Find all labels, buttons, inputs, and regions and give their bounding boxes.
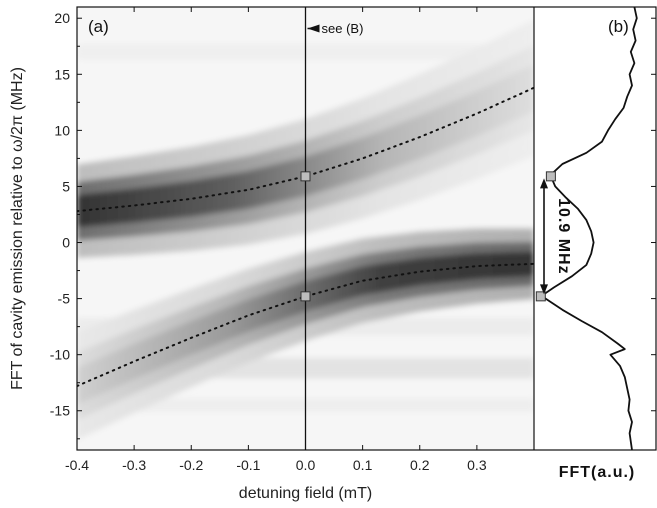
y-tick-label: 15 bbox=[54, 66, 70, 82]
splitting-arrow-head-down bbox=[540, 284, 548, 295]
y-tick-label: 20 bbox=[54, 10, 70, 26]
splitting-arrow-head-up bbox=[540, 178, 548, 189]
panel-a-label: (a) bbox=[88, 17, 109, 36]
x-tick-label: 0.3 bbox=[467, 457, 487, 473]
lower-band bbox=[77, 241, 534, 420]
marked-point bbox=[300, 171, 311, 182]
y-tick-label: 5 bbox=[62, 178, 70, 194]
x-axis-label: detuning field (mT) bbox=[239, 485, 372, 502]
x-tick-label: 0.2 bbox=[410, 457, 430, 473]
x-tick-label: -0.1 bbox=[236, 457, 260, 473]
x-tick-label: -0.2 bbox=[179, 457, 203, 473]
x-tick-label: 0.0 bbox=[296, 457, 316, 473]
x-tick-label: -0.4 bbox=[65, 457, 89, 473]
marked-point bbox=[300, 291, 311, 302]
panel-b-label: (b) bbox=[608, 17, 629, 36]
y-tick-label: 10 bbox=[54, 122, 70, 138]
y-tick-label: -15 bbox=[50, 403, 70, 419]
fft-peak-marker bbox=[535, 291, 546, 302]
fft-axis-label: FFT(a.u.) bbox=[559, 464, 636, 481]
splitting-label: 10.9 MHz bbox=[555, 198, 572, 274]
y-tick-label: 0 bbox=[62, 235, 70, 251]
fft-trace bbox=[539, 7, 638, 450]
x-tick-label: 0.1 bbox=[353, 457, 373, 473]
fit-curves bbox=[77, 7, 534, 450]
y-tick-label: -10 bbox=[50, 347, 70, 363]
fft-panel bbox=[535, 7, 638, 450]
see-b-annotation: see (B) bbox=[322, 21, 364, 36]
plot-frame bbox=[76, 6, 657, 451]
fft-panel-background bbox=[534, 7, 656, 450]
axes: -0.4 -0.3 -0.2 -0.1 0.0 0.1 0.2 0.3 -15 -10 -5 0 5 10… bbox=[50, 7, 656, 473]
fft-peak-marker bbox=[545, 171, 556, 182]
x-tick-label: -0.3 bbox=[122, 457, 146, 473]
y-axis-label: FFT of cavity emission relative to ω/2π … bbox=[9, 67, 26, 390]
upper-band bbox=[77, 64, 534, 228]
y-tick-label: -5 bbox=[58, 291, 71, 307]
